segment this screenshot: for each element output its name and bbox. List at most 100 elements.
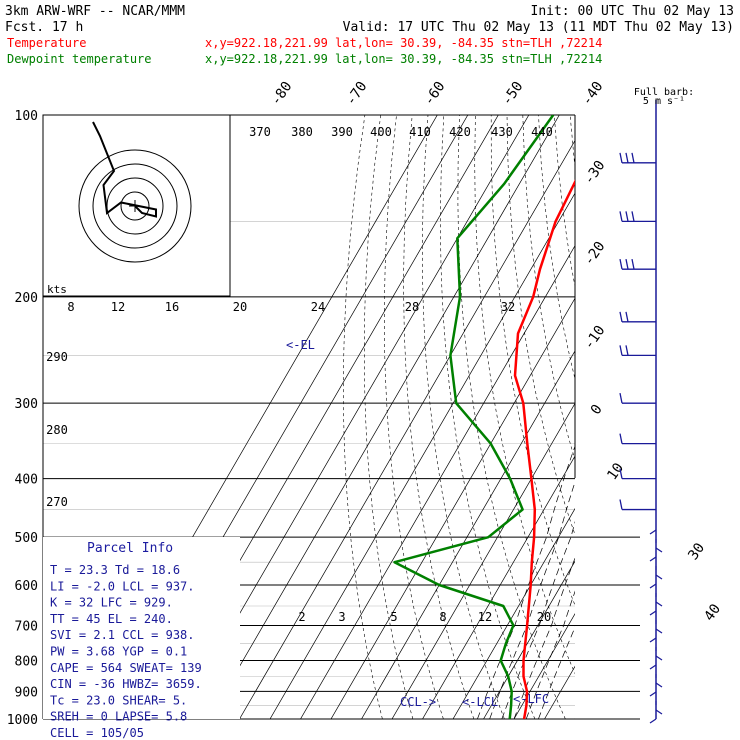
valid-time: Valid: 17 UTC Thu 02 May 13 (11 MDT Thu … — [343, 20, 734, 35]
wind-barb-flag — [619, 433, 623, 444]
wind-barb-flag — [619, 311, 623, 322]
dry-adiabat — [586, 115, 740, 719]
isotherm-label-right: 10 — [604, 460, 627, 483]
wind-barb-flag — [625, 211, 629, 222]
wind-barb-low — [649, 637, 657, 643]
wind-barb-label: Full barb: — [634, 87, 694, 98]
isotherm-label-right: 30 — [685, 540, 708, 563]
wind-barb-flag — [619, 468, 623, 479]
theta-label-top: 380 — [291, 125, 313, 139]
pressure-tick-label: 400 — [15, 473, 38, 488]
isotherm-line — [300, 245, 575, 719]
dewpoint-profile — [393, 115, 555, 719]
lcl-marker: <-LCL — [462, 695, 498, 709]
wind-barb-flag — [619, 152, 623, 163]
theta-label-top: 400 — [370, 125, 392, 139]
dry-adiabat — [569, 115, 575, 170]
pressure-tick-label: 100 — [15, 109, 38, 124]
parcel-info-row: SREH = 0 LAPSE= 5.8 — [50, 710, 187, 724]
hodograph-trace — [92, 121, 157, 218]
pressure-tick-label: 600 — [15, 579, 38, 594]
lfc-marker: <-LFC — [513, 692, 549, 706]
sounding-profiles — [393, 115, 575, 719]
pressure-tick-label: 800 — [15, 654, 38, 669]
dry-adiabat — [403, 115, 475, 719]
dry-adiabat — [554, 115, 575, 289]
parcel-info-row: LI = -2.0 LCL = 937. — [50, 579, 195, 593]
dry-adiabat — [522, 115, 575, 462]
hodograph-speed-label: 28 — [405, 300, 419, 314]
theta-label-top: 370 — [249, 125, 271, 139]
forecast-hour: Fcst. 17 h — [5, 20, 83, 35]
wind-barb-low — [649, 556, 657, 562]
isotherm-line — [361, 350, 575, 719]
isotherm-label-right: -30 — [581, 158, 609, 188]
dry-adiabat — [696, 115, 740, 719]
dry-adiabat — [422, 115, 505, 719]
hodograph-speed-label: 20 — [233, 300, 247, 314]
pressure-tick-label: 300 — [15, 397, 38, 412]
wind-barb-flag — [625, 259, 629, 270]
wind-barb-flag — [625, 152, 629, 163]
moist-adiabat — [489, 480, 575, 719]
wind-barb-flag — [619, 259, 623, 270]
wind-barb-flag — [619, 345, 623, 356]
hodograph-speed-label: 16 — [165, 300, 179, 314]
theta-label-top: 390 — [331, 125, 353, 139]
moist-adiabat — [513, 557, 575, 719]
theta-label-top: 420 — [449, 125, 471, 139]
model-title: 3km ARW-WRF -- NCAR/MMM — [5, 4, 185, 19]
wind-barb-flag — [631, 259, 635, 270]
wind-barb-flag — [625, 311, 629, 322]
moist-adiabat — [501, 521, 575, 719]
dry-adiabat — [383, 115, 444, 719]
isotherm-line — [544, 665, 575, 719]
hodograph-units: kts — [47, 283, 67, 296]
isotherm-line — [483, 560, 575, 719]
wind-barb-low — [655, 682, 663, 688]
theta-label-left: 290 — [46, 350, 68, 364]
dry-adiabat — [474, 115, 575, 675]
hodograph-speed-label: 24 — [311, 300, 325, 314]
parcel-info-row: T = 23.3 Td = 18.6 — [50, 563, 180, 577]
isotherm-label-right: -10 — [581, 323, 609, 353]
parcel-info-row: CIN = -36 HWBZ= 3659. — [50, 677, 202, 691]
parcel-info-row: CAPE = 564 SWEAT= 139 — [50, 661, 202, 675]
dry-adiabat — [490, 115, 575, 607]
isotherm-line — [239, 139, 575, 719]
dry-adiabat — [618, 115, 740, 719]
isotherm-label-top: -80 — [268, 79, 296, 109]
parcel-info-row: CELL = 105/05 — [50, 726, 144, 740]
isotherm-label-right: 40 — [701, 601, 724, 624]
pressure-tick-label: 500 — [15, 531, 38, 546]
parcel-info-row: PW = 3.68 YGP = 0.1 — [50, 645, 187, 659]
theta-label-top: 410 — [409, 125, 431, 139]
wind-barb-flag — [619, 499, 623, 510]
mixing-ratio-label: 12 — [478, 610, 492, 624]
parcel-info-row: K = 32 LFC = 929. — [50, 596, 173, 610]
axis-labels: -80 -70 -60 -50 -40 -30 -20 -10 0 10 30 40 370 380 390… — [46, 79, 724, 624]
isotherm-label-top: -50 — [499, 79, 527, 109]
pressure-tick-label: 200 — [15, 291, 38, 306]
legend-dewpoint-label: Dewpoint temperature — [7, 52, 152, 66]
pressure-tick-label: 1000 — [7, 713, 38, 728]
wind-barb-low — [655, 601, 663, 607]
wind-barb-low — [649, 691, 657, 697]
wind-barb-panel: Full barb: 5 m s⁻¹ — [619, 87, 694, 724]
theta-label-top: 440 — [531, 125, 553, 139]
mixing-ratio-label: 5 — [390, 610, 397, 624]
el-marker: <-EL — [286, 338, 315, 352]
mixing-ratio-label: 8 — [439, 610, 446, 624]
isotherm-line — [269, 192, 575, 719]
mixing-ratio-label: 3 — [338, 610, 345, 624]
init-time: Init: 00 UTC Thu 02 May 13 — [531, 4, 735, 19]
dry-adiabat — [665, 115, 740, 719]
theta-label-top: 430 — [491, 125, 513, 139]
moist-adiabat — [538, 626, 575, 719]
isotherm-label-top: -70 — [343, 79, 371, 109]
isotherm-label-top: -60 — [421, 79, 449, 109]
isotherm-line — [513, 613, 575, 719]
isotherm-line — [452, 507, 575, 719]
legend-temperature-label: Temperature — [7, 36, 86, 50]
